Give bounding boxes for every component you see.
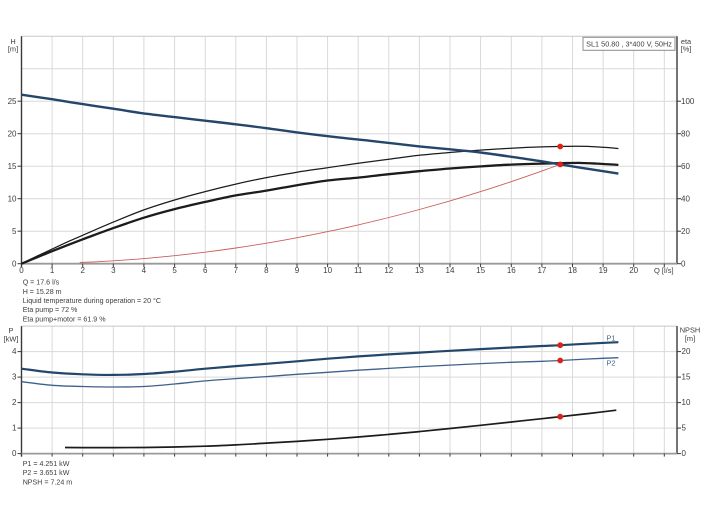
svg-text:Q = 17.6 l/s: Q = 17.6 l/s	[23, 279, 60, 287]
svg-text:P2 = 3.651 kW: P2 = 3.651 kW	[23, 469, 70, 477]
svg-text:11: 11	[354, 266, 363, 275]
svg-text:60: 60	[681, 162, 690, 171]
svg-text:[kW]: [kW]	[4, 335, 19, 344]
svg-text:12: 12	[384, 266, 393, 275]
svg-text:[m]: [m]	[8, 45, 18, 54]
svg-text:2: 2	[80, 266, 85, 275]
svg-text:15: 15	[682, 373, 691, 382]
svg-text:5: 5	[682, 424, 687, 433]
svg-text:3: 3	[12, 373, 17, 382]
svg-text:13: 13	[415, 266, 424, 275]
svg-text:[%]: [%]	[681, 45, 692, 54]
svg-text:14: 14	[446, 266, 455, 275]
svg-text:Q [l/s]: Q [l/s]	[654, 266, 674, 275]
svg-text:19: 19	[599, 266, 608, 275]
svg-text:Liquid temperature during oper: Liquid temperature during operation = 20…	[23, 297, 161, 305]
svg-text:1: 1	[50, 266, 55, 275]
svg-text:17: 17	[537, 266, 546, 275]
svg-text:P1 = 4.251 kW: P1 = 4.251 kW	[23, 460, 70, 468]
svg-text:20: 20	[682, 347, 691, 356]
svg-text:eta: eta	[681, 37, 692, 46]
svg-text:80: 80	[681, 129, 690, 138]
svg-text:20: 20	[8, 129, 17, 138]
svg-text:16: 16	[507, 266, 516, 275]
svg-text:3: 3	[111, 266, 116, 275]
svg-text:9: 9	[295, 266, 300, 275]
svg-text:P: P	[9, 326, 14, 335]
svg-text:P2: P2	[607, 358, 616, 367]
svg-text:[m]: [m]	[685, 334, 695, 343]
svg-text:10: 10	[8, 194, 17, 203]
svg-text:40: 40	[681, 194, 690, 203]
svg-text:5: 5	[12, 227, 17, 236]
svg-text:NPSH: NPSH	[680, 326, 701, 335]
svg-text:10: 10	[682, 398, 691, 407]
svg-text:1: 1	[12, 424, 17, 433]
svg-text:Eta pump+motor = 61.9 %: Eta pump+motor = 61.9 %	[23, 315, 107, 323]
svg-text:0: 0	[19, 266, 24, 275]
svg-text:20: 20	[629, 266, 638, 275]
svg-text:2: 2	[12, 398, 17, 407]
svg-text:0: 0	[12, 449, 17, 458]
svg-text:5: 5	[172, 266, 177, 275]
svg-text:18: 18	[568, 266, 577, 275]
svg-text:7: 7	[234, 266, 239, 275]
svg-text:8: 8	[264, 266, 269, 275]
svg-text:100: 100	[681, 97, 695, 106]
svg-text:0: 0	[12, 259, 17, 268]
svg-text:SL1 50.80 , 3*400 V, 50Hz: SL1 50.80 , 3*400 V, 50Hz	[586, 40, 672, 49]
svg-text:Eta pump = 72 %: Eta pump = 72 %	[23, 306, 78, 314]
svg-text:NPSH = 7.24 m: NPSH = 7.24 m	[23, 478, 73, 486]
svg-text:6: 6	[203, 266, 208, 275]
svg-text:15: 15	[476, 266, 485, 275]
svg-text:10: 10	[323, 266, 332, 275]
svg-text:15: 15	[8, 162, 17, 171]
svg-text:20: 20	[681, 227, 690, 236]
svg-text:4: 4	[142, 266, 147, 275]
svg-text:P1: P1	[607, 333, 616, 342]
svg-text:4: 4	[12, 347, 17, 356]
svg-text:25: 25	[8, 97, 17, 106]
svg-text:0: 0	[681, 259, 686, 268]
svg-text:0: 0	[682, 449, 687, 458]
svg-text:H: H	[10, 37, 15, 46]
svg-text:H = 15.28 m: H = 15.28 m	[23, 288, 62, 296]
